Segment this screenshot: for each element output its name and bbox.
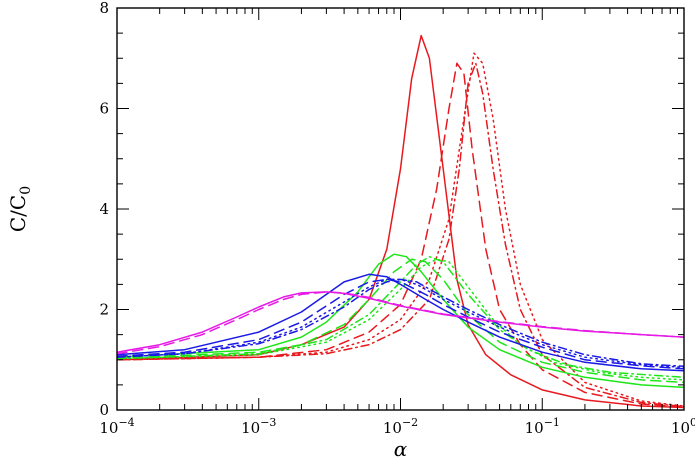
series-layer: [117, 34, 684, 409]
tick-layer: [116, 7, 685, 411]
series-line-2: [117, 52, 684, 407]
y-tick-label: 0: [99, 401, 109, 419]
x-tick-label: 10−1: [525, 416, 560, 437]
series-line-10: [117, 278, 684, 369]
x-tick-label: 10−4: [99, 416, 134, 437]
x-tick-label-base: 10: [241, 419, 260, 437]
y-tick-label: 4: [99, 200, 109, 218]
series-line-0: [117, 34, 684, 409]
series-line-7: [117, 255, 684, 379]
series-line-9: [117, 278, 684, 370]
x-tick-label-base: 10: [671, 419, 690, 437]
x-tick-label: 10−2: [383, 416, 418, 437]
series-line-6: [117, 258, 684, 381]
series-line-12: [117, 291, 684, 353]
x-tick-label-base: 10: [383, 419, 402, 437]
x-tick-label-exponent: −3: [260, 416, 276, 429]
x-tick-label-base: 10: [99, 419, 118, 437]
series-line-11: [117, 278, 684, 368]
x-tick-label-base: 10: [525, 419, 544, 437]
x-tick-label: 10−3: [241, 416, 276, 437]
x-tick-label-exponent: −1: [544, 416, 560, 429]
series-line-13: [117, 291, 684, 355]
x-tick-label-exponent: −4: [118, 416, 134, 429]
series-line-8: [117, 273, 684, 372]
series-line-1: [117, 62, 684, 408]
y-tick-label: 6: [99, 100, 109, 118]
x-tick-label-exponent: −2: [402, 416, 418, 429]
x-axis-label: α: [394, 437, 408, 461]
series-line-4: [117, 253, 684, 389]
y-tick-label: 2: [99, 301, 109, 319]
y-axis-label-subscript: 0: [18, 186, 34, 195]
x-tick-label-exponent: 0: [690, 416, 695, 429]
y-axis-label-main: C/C: [6, 195, 30, 232]
x-tick-label: 100: [671, 416, 695, 437]
y-axis-label: C/C0: [6, 186, 34, 232]
series-line-5: [117, 258, 684, 384]
y-tick-label: 8: [99, 0, 109, 17]
